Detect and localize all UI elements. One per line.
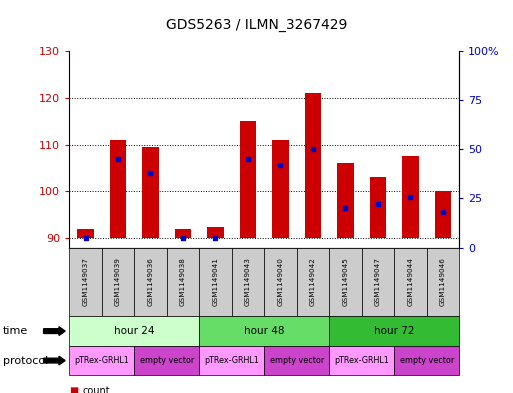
Bar: [240, 121, 256, 238]
Bar: [402, 156, 419, 238]
Bar: [110, 140, 126, 238]
Text: hour 48: hour 48: [244, 326, 284, 336]
Bar: [370, 177, 386, 238]
Bar: [77, 229, 93, 238]
Text: GSM1149037: GSM1149037: [83, 257, 89, 307]
Text: GSM1149046: GSM1149046: [440, 257, 446, 307]
Text: hour 72: hour 72: [374, 326, 415, 336]
Text: time: time: [3, 326, 28, 336]
Text: GSM1149042: GSM1149042: [310, 257, 316, 307]
Text: GSM1149043: GSM1149043: [245, 257, 251, 307]
Bar: [207, 226, 224, 238]
Bar: [337, 163, 353, 238]
Text: GSM1149041: GSM1149041: [212, 257, 219, 307]
Text: GSM1149044: GSM1149044: [407, 257, 413, 307]
Text: pTRex-GRHL1: pTRex-GRHL1: [74, 356, 129, 365]
Bar: [435, 191, 451, 238]
Text: protocol: protocol: [3, 356, 48, 365]
Text: GSM1149039: GSM1149039: [115, 257, 121, 307]
Bar: [272, 140, 288, 238]
Bar: [305, 93, 321, 238]
Text: empty vector: empty vector: [140, 356, 194, 365]
Text: empty vector: empty vector: [400, 356, 454, 365]
Text: GSM1149036: GSM1149036: [147, 257, 153, 307]
Text: GDS5263 / ILMN_3267429: GDS5263 / ILMN_3267429: [166, 18, 347, 32]
Text: count: count: [82, 386, 110, 393]
Text: GSM1149047: GSM1149047: [375, 257, 381, 307]
Text: ■: ■: [69, 386, 78, 393]
Text: GSM1149038: GSM1149038: [180, 257, 186, 307]
Text: hour 24: hour 24: [114, 326, 154, 336]
Text: empty vector: empty vector: [269, 356, 324, 365]
Bar: [142, 147, 159, 238]
Text: pTRex-GRHL1: pTRex-GRHL1: [334, 356, 389, 365]
Text: pTRex-GRHL1: pTRex-GRHL1: [204, 356, 259, 365]
Text: GSM1149045: GSM1149045: [342, 257, 348, 307]
Text: GSM1149040: GSM1149040: [278, 257, 284, 307]
Bar: [175, 229, 191, 238]
